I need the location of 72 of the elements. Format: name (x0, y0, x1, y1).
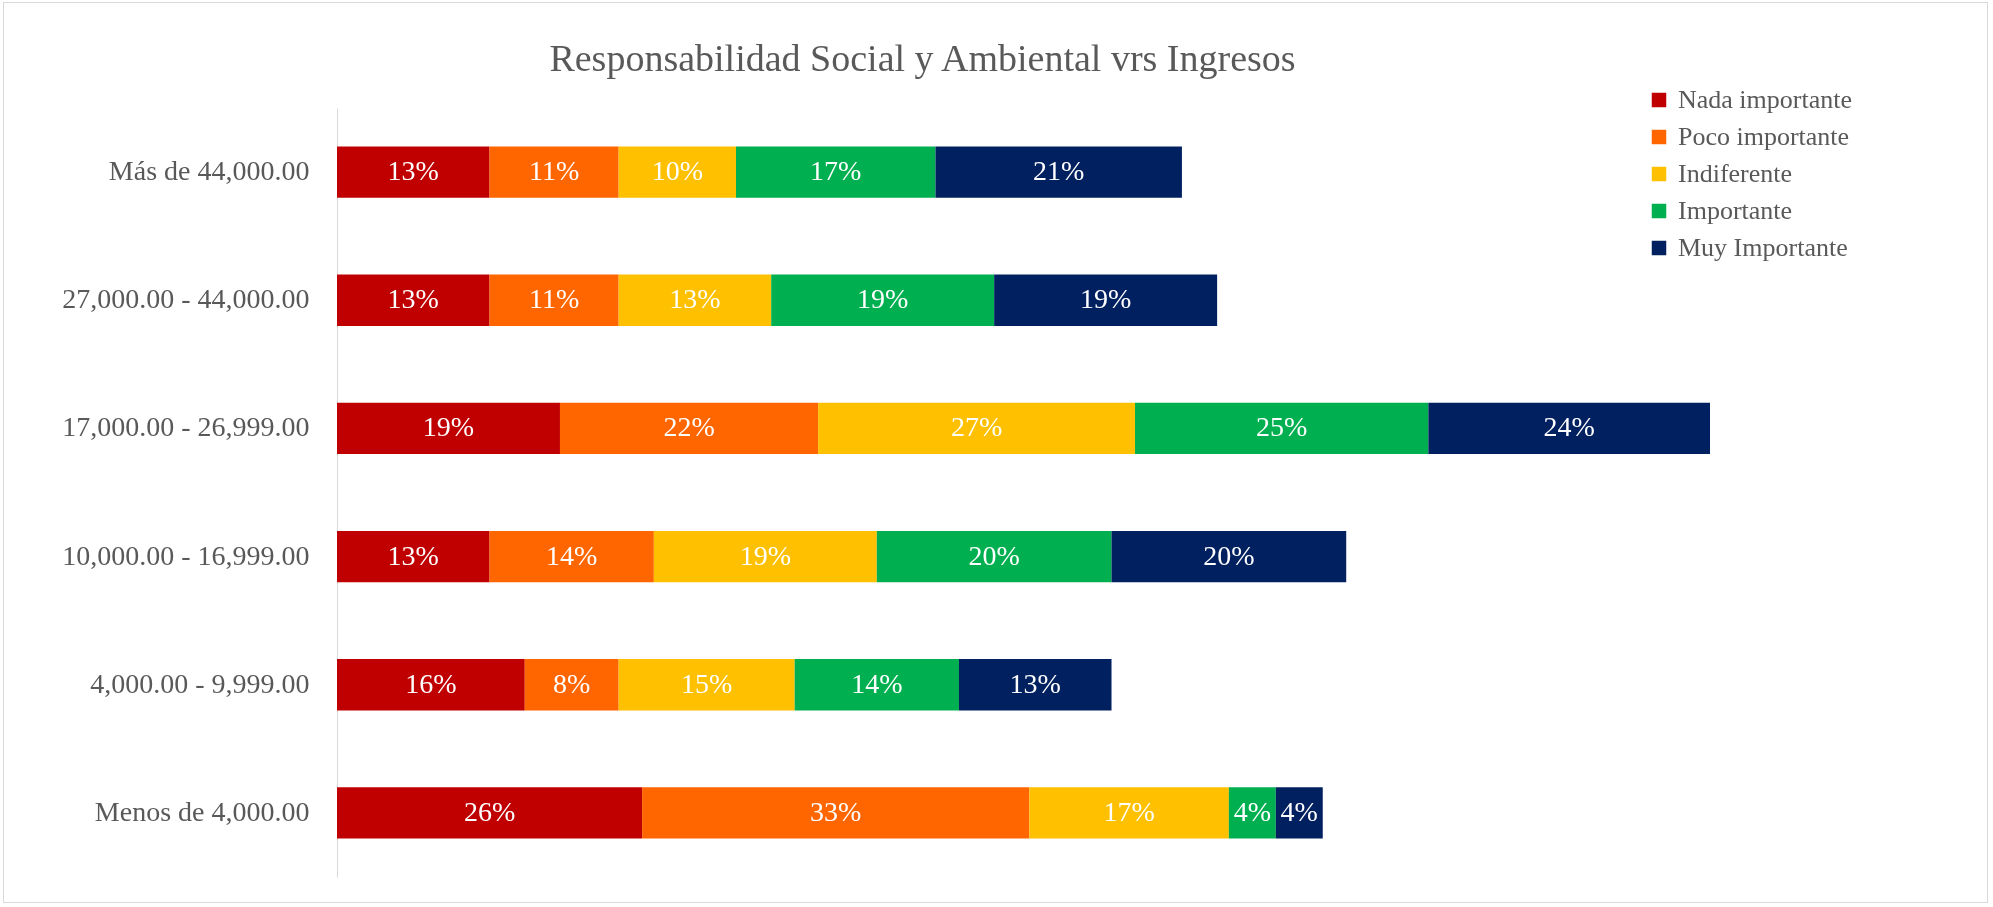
bar (794, 659, 959, 711)
data-label: 4% (1233, 795, 1271, 827)
bar (618, 274, 772, 326)
bar (618, 659, 795, 711)
bar (1275, 787, 1323, 839)
data-label: 17% (1103, 795, 1155, 827)
bar (337, 659, 525, 711)
data-label: 11% (528, 155, 580, 187)
data-label: 13% (669, 283, 721, 315)
y-tick-label: 17,000.00 - 26,999.00 (62, 411, 310, 443)
bar (337, 274, 490, 326)
bar (876, 530, 1112, 583)
data-label: 11% (528, 283, 580, 315)
data-label: 25% (1256, 411, 1308, 443)
data-label: 20% (1203, 539, 1255, 571)
bar (1228, 787, 1276, 839)
bar (524, 659, 619, 711)
bar (771, 274, 995, 326)
y-tick-label: 27,000.00 - 44,000.00 (62, 283, 310, 315)
y-tick-label: 4,000.00 - 9,999.00 (90, 667, 310, 699)
bar (1111, 530, 1347, 583)
bar (337, 530, 490, 583)
bar (489, 530, 654, 583)
y-tick-label: 10,000.00 - 16,999.00 (62, 539, 310, 571)
bar (1134, 402, 1429, 455)
data-label: 17% (810, 155, 862, 187)
bar (1029, 787, 1229, 839)
bar (958, 659, 1112, 711)
bar (1428, 402, 1710, 455)
data-label: 21% (1033, 155, 1085, 187)
data-label: 19% (857, 283, 909, 315)
data-label: 8% (553, 667, 591, 699)
data-label: 33% (810, 795, 862, 827)
data-label: 27% (950, 411, 1003, 443)
bar (735, 146, 936, 198)
bar (618, 146, 736, 198)
data-label: 19% (1079, 283, 1132, 315)
data-label: 14% (546, 539, 598, 571)
data-label: 13% (387, 283, 439, 315)
legend-label: Muy Importante (1678, 233, 1848, 262)
bar (489, 146, 619, 198)
legend-label: Indiferente (1678, 159, 1793, 188)
data-label: 22% (663, 411, 715, 443)
legend-label: Importante (1678, 196, 1793, 225)
y-tick-label: Menos de 4,000.00 (94, 795, 310, 827)
data-label: 10% (651, 155, 703, 187)
bar (642, 787, 1030, 839)
data-label: 13% (387, 539, 439, 571)
data-label: 14% (851, 667, 903, 699)
data-label: 13% (387, 155, 439, 187)
data-label: 13% (1009, 667, 1061, 699)
legend-label: Nada importante (1678, 85, 1852, 114)
legend-label: Poco importante (1678, 122, 1850, 151)
data-label: 20% (968, 539, 1020, 571)
bar (994, 274, 1218, 326)
data-label: 26% (463, 795, 516, 827)
bar (559, 402, 819, 455)
bar (935, 146, 1182, 198)
bar (653, 530, 877, 583)
data-label: 15% (680, 667, 733, 699)
bar (337, 402, 560, 455)
data-label: 19% (739, 539, 791, 571)
data-label: 19% (422, 411, 475, 443)
bar (337, 146, 490, 198)
chart-title: Responsabilidad Social y Ambiental vrs Ingresos (549, 37, 1296, 79)
bar (337, 787, 643, 839)
bar (489, 274, 619, 326)
data-label: 24% (1543, 411, 1595, 443)
data-label: 16% (405, 667, 457, 699)
data-label: 4% (1280, 795, 1318, 827)
bar (818, 402, 1135, 455)
y-tick-label: Más de 44,000.00 (108, 155, 310, 187)
